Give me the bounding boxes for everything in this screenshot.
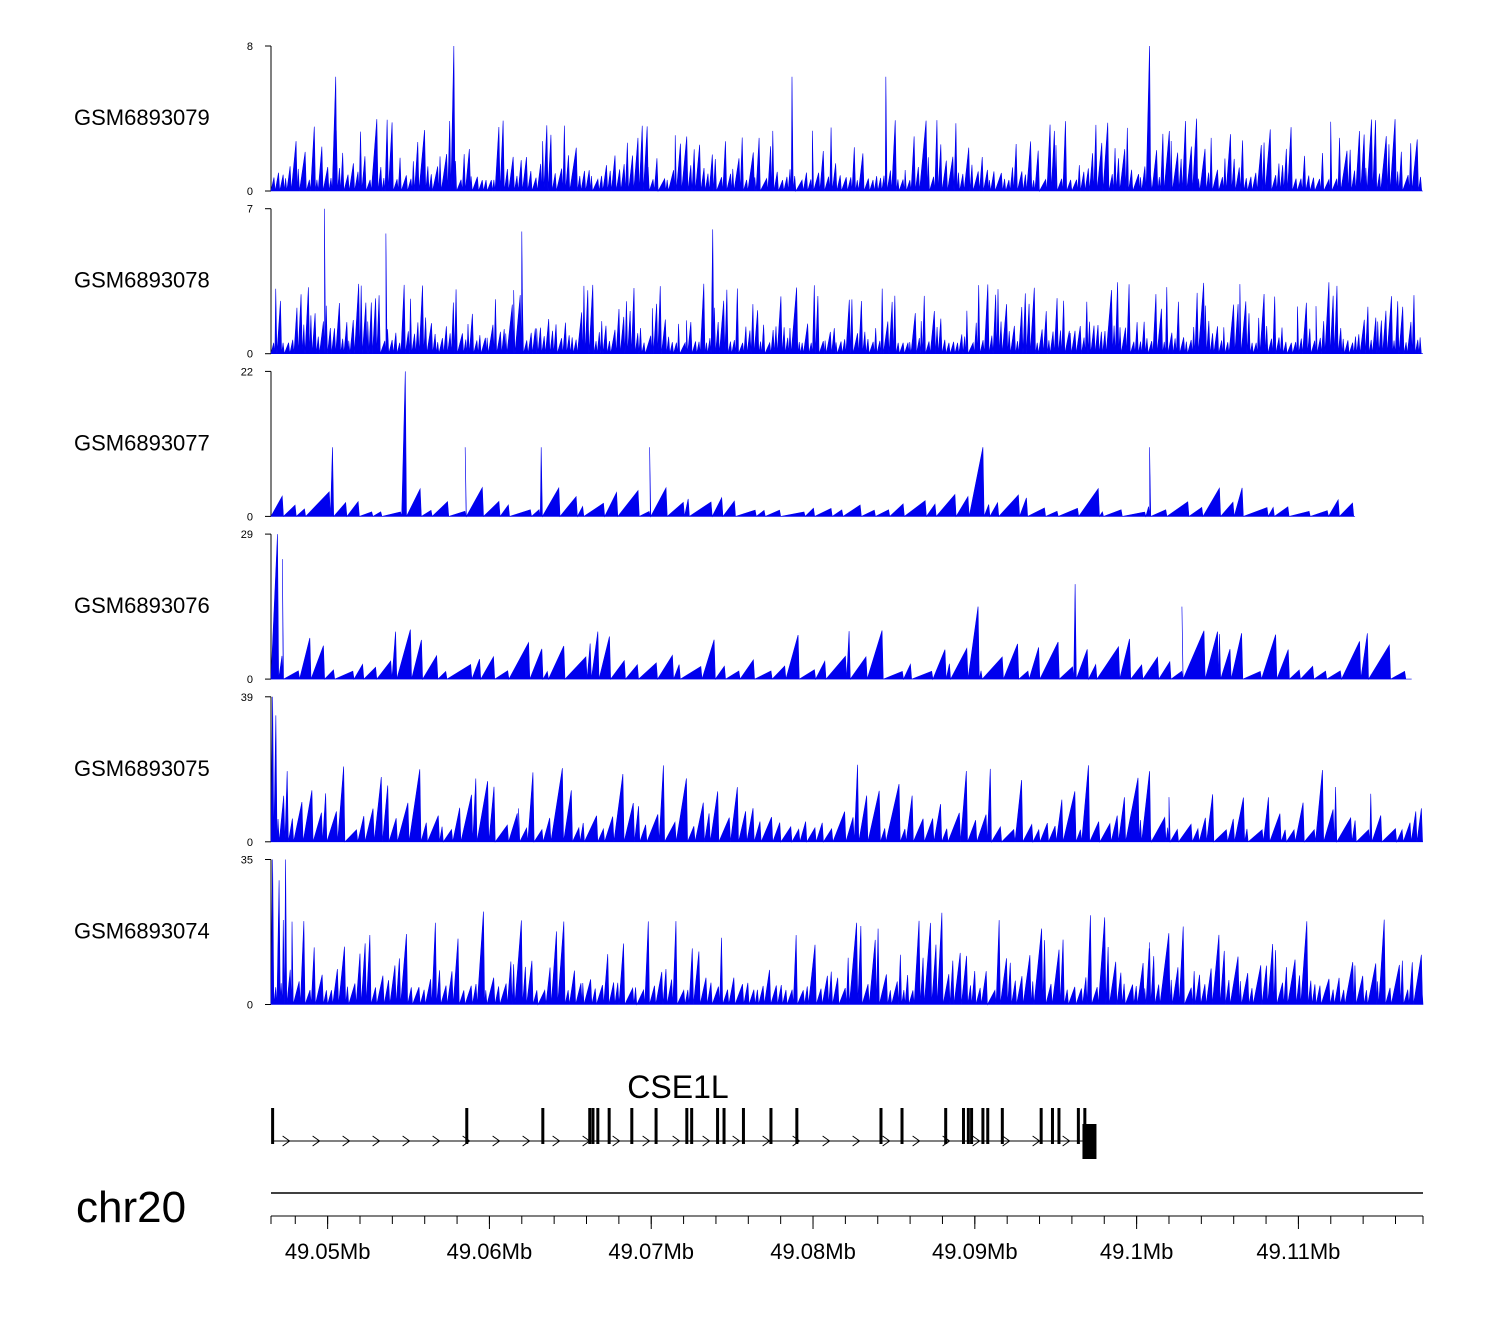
strand-arrow [552,1135,561,1147]
signal-area [270,371,1356,518]
exon [588,1108,592,1144]
strand-arrow [882,1135,891,1147]
strand-arrow [912,1135,921,1147]
strand-arrow [492,1135,501,1147]
exon [690,1108,694,1144]
track-label: GSM6893075 [74,756,210,781]
y-max-label: 8 [247,41,253,53]
signal-area [270,859,1424,1006]
exon [961,1108,965,1144]
exon [769,1108,773,1144]
track-label: GSM6893076 [74,593,210,618]
signal-area [270,534,1412,681]
track-label: GSM6893074 [74,919,210,944]
y-max-label: 35 [241,855,253,867]
exon [541,1108,545,1144]
strand-arrow [702,1135,711,1147]
exon [1057,1108,1061,1144]
axis-ticks: 49.05Mb 49.06Mb 49.07Mb 49.08Mb 49.09Mb 49.1M… [270,1215,1424,1264]
y-min-label: 0 [247,186,253,198]
exon [986,1108,990,1144]
track-GSM6893079: GSM6893079 8 0 [74,41,1423,198]
strand-arrow [1032,1135,1041,1147]
gene-model [271,1108,1097,1159]
track-GSM6893076: GSM6893076 29 0 [74,529,1412,686]
exon [271,1108,275,1144]
x-tick-label: 49.07Mb [608,1239,694,1264]
x-tick-label: 49.1Mb [1100,1239,1173,1264]
exon [879,1108,883,1144]
strand-arrow [672,1135,681,1147]
exon [465,1108,469,1144]
track-label: GSM6893079 [74,105,210,130]
exon [722,1108,726,1144]
y-max-label: 29 [241,529,253,541]
strand-arrow [522,1135,531,1147]
strand-arrow [1002,1135,1011,1147]
strand-arrow [732,1135,741,1147]
x-tick-label: 49.05Mb [285,1239,371,1264]
gene-track: CSE1L [271,1069,1097,1159]
exon [654,1108,658,1144]
track-GSM6893077: GSM6893077 22 0 [74,366,1356,523]
strand-arrow [792,1135,801,1147]
exon [1076,1108,1080,1144]
y-min-label: 0 [247,511,253,523]
strand-arrow [1062,1135,1071,1147]
exon [1000,1108,1004,1144]
exon [970,1108,974,1144]
y-max-label: 39 [241,692,253,704]
strand-arrow [972,1135,981,1147]
strand-arrow [282,1135,291,1147]
strand-arrow [402,1135,411,1147]
strand-arrow [822,1135,831,1147]
x-tick-label: 49.09Mb [932,1239,1018,1264]
y-max-label: 7 [247,204,253,216]
strand-arrow [852,1135,861,1147]
signal-area [270,208,1423,354]
y-max-label: 22 [241,366,253,378]
exon [630,1108,634,1144]
strand-arrow [612,1135,621,1147]
x-tick-label: 49.08Mb [770,1239,856,1264]
strand-arrow [372,1135,381,1147]
exon [596,1108,600,1144]
exon [607,1108,611,1144]
strand-arrow [312,1135,321,1147]
signal-area [270,696,1423,843]
y-min-label: 0 [247,837,253,849]
exon [966,1108,970,1144]
exon [591,1108,595,1144]
genome-axis: chr20 49.05Mb 49.06Mb 49.07Mb 49.08Mb 49.09M… [76,1183,1424,1264]
exon [741,1108,745,1144]
track-GSM6893078: GSM6893078 7 0 [74,204,1423,361]
exon-terminal [1082,1124,1097,1159]
strand-arrow [642,1135,651,1147]
x-tick-label: 49.06Mb [447,1239,533,1264]
signal-area [270,45,1423,193]
strand-arrow [462,1135,471,1147]
x-tick-label: 49.11Mb [1256,1239,1340,1264]
y-min-label: 0 [247,1000,253,1012]
strand-arrow [432,1135,441,1147]
track-GSM6893075: GSM6893075 39 0 [74,692,1423,849]
exon [1050,1108,1054,1144]
track-GSM6893074: GSM6893074 35 0 [74,855,1424,1012]
exon [944,1108,948,1144]
chromosome-label: chr20 [76,1183,186,1232]
exon [1039,1108,1043,1144]
y-min-label: 0 [247,674,253,686]
exon [795,1108,799,1144]
y-min-label: 0 [247,349,253,361]
track-label: GSM6893078 [74,268,210,293]
exon [900,1108,904,1144]
track-label: GSM6893077 [74,430,210,455]
strand-arrow [342,1135,351,1147]
signal-tracks: GSM689307980GSM689307870GSM6893077220GSM… [74,41,1424,1012]
exon [716,1108,720,1144]
gene-name-label: CSE1L [627,1069,728,1105]
exon [981,1108,985,1144]
exon [685,1108,689,1144]
